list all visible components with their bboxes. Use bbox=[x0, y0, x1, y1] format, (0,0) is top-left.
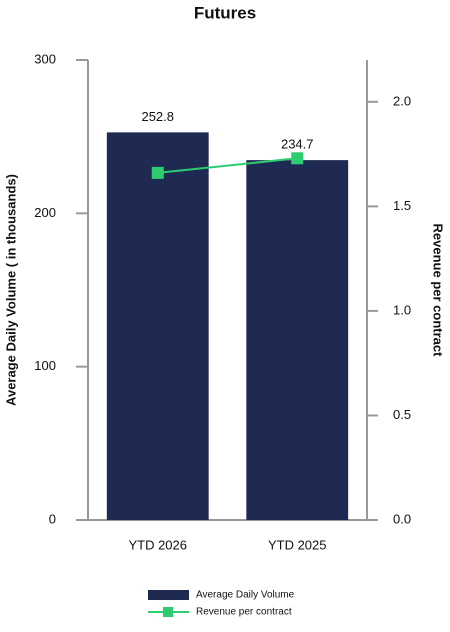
y2-tick-label: 0.5 bbox=[393, 407, 411, 422]
data-label: 234.7 bbox=[281, 137, 314, 152]
y2-tick-label: 1.5 bbox=[393, 198, 411, 213]
y2-tick-label: 2.0 bbox=[393, 93, 411, 108]
chart-title: Futures bbox=[194, 3, 256, 22]
y2-tick-label: 0.0 bbox=[393, 511, 411, 526]
y-axis-label: Average Daily Volume ( in thousands) bbox=[3, 174, 18, 406]
y-tick-label: 300 bbox=[34, 51, 56, 66]
line bbox=[157, 157, 298, 174]
data-label: 252.8 bbox=[141, 109, 174, 124]
line-marker bbox=[291, 152, 304, 165]
x-tick-label: YTD 2025 bbox=[268, 537, 327, 552]
line-marker bbox=[151, 166, 164, 179]
bar bbox=[246, 160, 349, 521]
legend-label: Average Daily Volume bbox=[196, 590, 295, 601]
y2-axis-label: Revenue per contract bbox=[431, 224, 446, 358]
legend-swatch bbox=[148, 590, 189, 600]
bar bbox=[106, 132, 209, 520]
y2-tick-label: 1.0 bbox=[393, 302, 411, 317]
legend-swatch bbox=[163, 607, 173, 617]
y-tick-label: 200 bbox=[34, 205, 56, 220]
y-tick-label: 0 bbox=[49, 511, 56, 526]
y-tick-label: 100 bbox=[34, 358, 56, 373]
x-tick-label: YTD 2026 bbox=[128, 537, 187, 552]
legend-label: Revenue per contract bbox=[196, 607, 292, 618]
